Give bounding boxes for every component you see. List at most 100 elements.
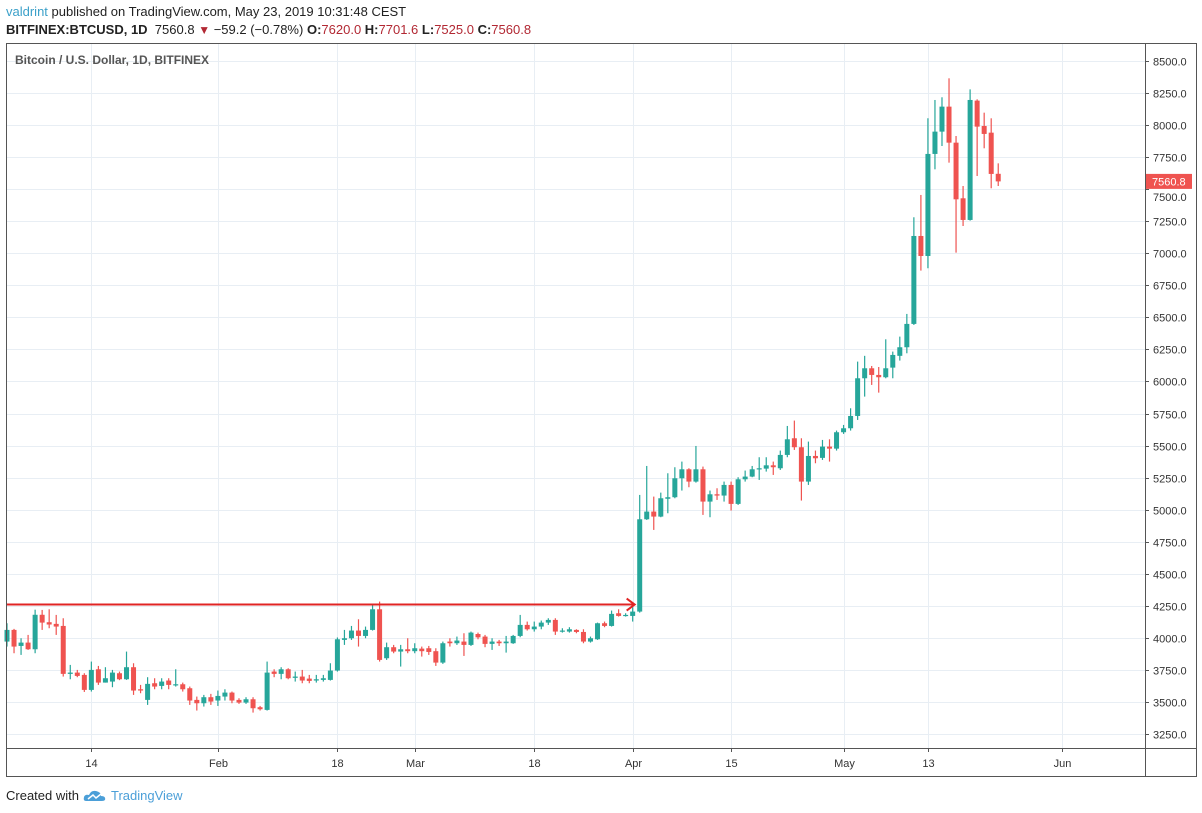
- candle-2019-05-13[interactable]: [925, 118, 931, 269]
- candle-2019-03-20[interactable]: [545, 618, 551, 625]
- candle-2019-03-12[interactable]: [489, 638, 495, 650]
- author-link[interactable]: valdrint: [6, 4, 48, 19]
- candle-2019-02-07[interactable]: [257, 705, 263, 711]
- candle-2019-05-16[interactable]: [946, 78, 952, 163]
- candle-2019-03-08[interactable]: [461, 633, 467, 656]
- candle-2019-02-26[interactable]: [391, 644, 397, 654]
- candle-2019-02-15[interactable]: [313, 674, 319, 683]
- candle-2019-05-08[interactable]: [890, 351, 896, 379]
- candle-2019-04-15[interactable]: [728, 481, 734, 511]
- candle-2019-02-17[interactable]: [327, 663, 333, 681]
- candle-2019-04-01[interactable]: [630, 607, 636, 622]
- candle-2019-02-20[interactable]: [348, 625, 354, 640]
- candle-2019-04-24[interactable]: [791, 420, 797, 450]
- candle-2019-02-14[interactable]: [306, 674, 312, 684]
- candle-2019-02-02[interactable]: [222, 689, 228, 701]
- candle-2019-02-18[interactable]: [334, 637, 340, 672]
- candle-2019-01-25[interactable]: [166, 678, 172, 690]
- candle-2019-02-28[interactable]: [405, 638, 411, 654]
- candle-2019-05-12[interactable]: [918, 194, 924, 271]
- candle-2019-01-22[interactable]: [145, 677, 151, 705]
- candle-2019-01-30[interactable]: [201, 694, 207, 707]
- candle-2019-02-25[interactable]: [384, 642, 390, 660]
- candle-2019-02-08[interactable]: [264, 661, 270, 711]
- candle-2019-04-29[interactable]: [827, 439, 833, 462]
- candle-2019-03-23[interactable]: [566, 627, 572, 633]
- candle-2019-01-23[interactable]: [152, 678, 158, 690]
- candle-2019-04-23[interactable]: [784, 425, 790, 458]
- time-axis[interactable]: 14 Feb 18 Mar 18 Apr 15 May 13 Jun: [85, 748, 1071, 770]
- candle-2019-03-21[interactable]: [552, 618, 558, 635]
- candle-2019-02-09[interactable]: [271, 669, 277, 678]
- candle-2019-03-24[interactable]: [573, 629, 579, 634]
- candle-2019-03-05[interactable]: [440, 641, 446, 664]
- candle-2019-01-14[interactable]: [88, 661, 94, 692]
- candle-2019-02-23[interactable]: [370, 604, 376, 631]
- candle-2019-04-14[interactable]: [721, 481, 727, 502]
- candle-2019-04-02[interactable]: [637, 494, 643, 613]
- candle-2019-01-19[interactable]: [124, 651, 130, 680]
- candle-2019-05-05[interactable]: [869, 365, 875, 385]
- candle-2019-02-04[interactable]: [236, 698, 242, 704]
- candle-2019-04-26[interactable]: [805, 441, 811, 485]
- candle-2019-02-11[interactable]: [285, 668, 291, 680]
- candle-2019-05-07[interactable]: [883, 339, 889, 379]
- candle-2019-05-11[interactable]: [911, 217, 917, 325]
- price-axis[interactable]: 3250.0 3500.0 3750.0 4000.0 4250.0 4500.0 4750…: [1145, 57, 1187, 742]
- candle-2019-04-03[interactable]: [644, 465, 650, 520]
- candle-2019-04-16[interactable]: [735, 477, 741, 505]
- candle-2019-01-09[interactable]: [53, 614, 59, 635]
- candle-2019-05-10[interactable]: [904, 313, 910, 354]
- candle-2019-04-12[interactable]: [707, 490, 713, 518]
- candle-2019-03-18[interactable]: [531, 621, 537, 632]
- candle-2019-04-17[interactable]: [742, 470, 748, 482]
- candle-2019-04-08[interactable]: [679, 461, 685, 491]
- candle-2019-05-17[interactable]: [953, 135, 959, 253]
- candle-2019-01-24[interactable]: [159, 678, 165, 690]
- candle-2019-01-17[interactable]: [109, 669, 115, 688]
- candle-2019-04-30[interactable]: [834, 430, 840, 451]
- candle-2019-02-21[interactable]: [356, 619, 361, 647]
- candle-2019-04-27[interactable]: [812, 450, 818, 464]
- candle-2019-01-03[interactable]: [11, 628, 17, 654]
- candle-2019-05-02[interactable]: [848, 408, 854, 431]
- candle-2019-01-07[interactable]: [39, 609, 45, 630]
- candle-2019-03-22[interactable]: [559, 628, 565, 633]
- candle-2019-04-22[interactable]: [777, 450, 783, 470]
- candle-2019-03-01[interactable]: [412, 643, 418, 654]
- candle-2019-05-21[interactable]: [981, 112, 987, 149]
- candle-2019-03-27[interactable]: [595, 622, 601, 640]
- candle-2019-05-14[interactable]: [932, 99, 938, 170]
- candle-2019-04-13[interactable]: [714, 488, 720, 500]
- candle-2019-03-19[interactable]: [538, 620, 544, 630]
- candle-2019-02-03[interactable]: [229, 691, 235, 704]
- candle-2019-01-29[interactable]: [194, 696, 200, 711]
- candle-2019-01-04[interactable]: [18, 638, 24, 655]
- candle-2019-05-06[interactable]: [876, 366, 882, 393]
- candle-2019-03-06[interactable]: [447, 638, 453, 647]
- candle-2019-04-19[interactable]: [756, 457, 762, 480]
- candle-2019-04-06[interactable]: [665, 473, 671, 514]
- candle-2019-03-17[interactable]: [524, 621, 530, 631]
- candle-2019-03-13[interactable]: [496, 639, 502, 646]
- candle-2019-05-01[interactable]: [841, 424, 847, 434]
- candle-2019-01-31[interactable]: [208, 693, 214, 705]
- candle-2019-03-30[interactable]: [616, 609, 622, 617]
- candle-2019-01-21[interactable]: [138, 684, 144, 694]
- candle-2019-04-20[interactable]: [763, 457, 769, 472]
- candle-2019-02-10[interactable]: [278, 667, 284, 680]
- candle-2019-04-25[interactable]: [798, 438, 804, 501]
- candle-2019-01-10[interactable]: [60, 618, 66, 677]
- candle-2019-03-11[interactable]: [482, 634, 488, 648]
- candle-2019-05-04[interactable]: [862, 355, 868, 397]
- candle-2019-01-26[interactable]: [173, 669, 179, 687]
- candle-2019-02-05[interactable]: [243, 697, 249, 704]
- candle-2019-03-15[interactable]: [510, 634, 516, 644]
- candle-2019-02-19[interactable]: [341, 629, 347, 645]
- candle-2019-03-26[interactable]: [587, 636, 593, 643]
- candle-2019-02-01[interactable]: [215, 690, 221, 706]
- candle-2019-03-28[interactable]: [602, 621, 608, 628]
- candle-2019-04-18[interactable]: [749, 465, 755, 478]
- candle-2019-05-23[interactable]: [995, 163, 1001, 186]
- candle-2019-03-10[interactable]: [475, 632, 481, 640]
